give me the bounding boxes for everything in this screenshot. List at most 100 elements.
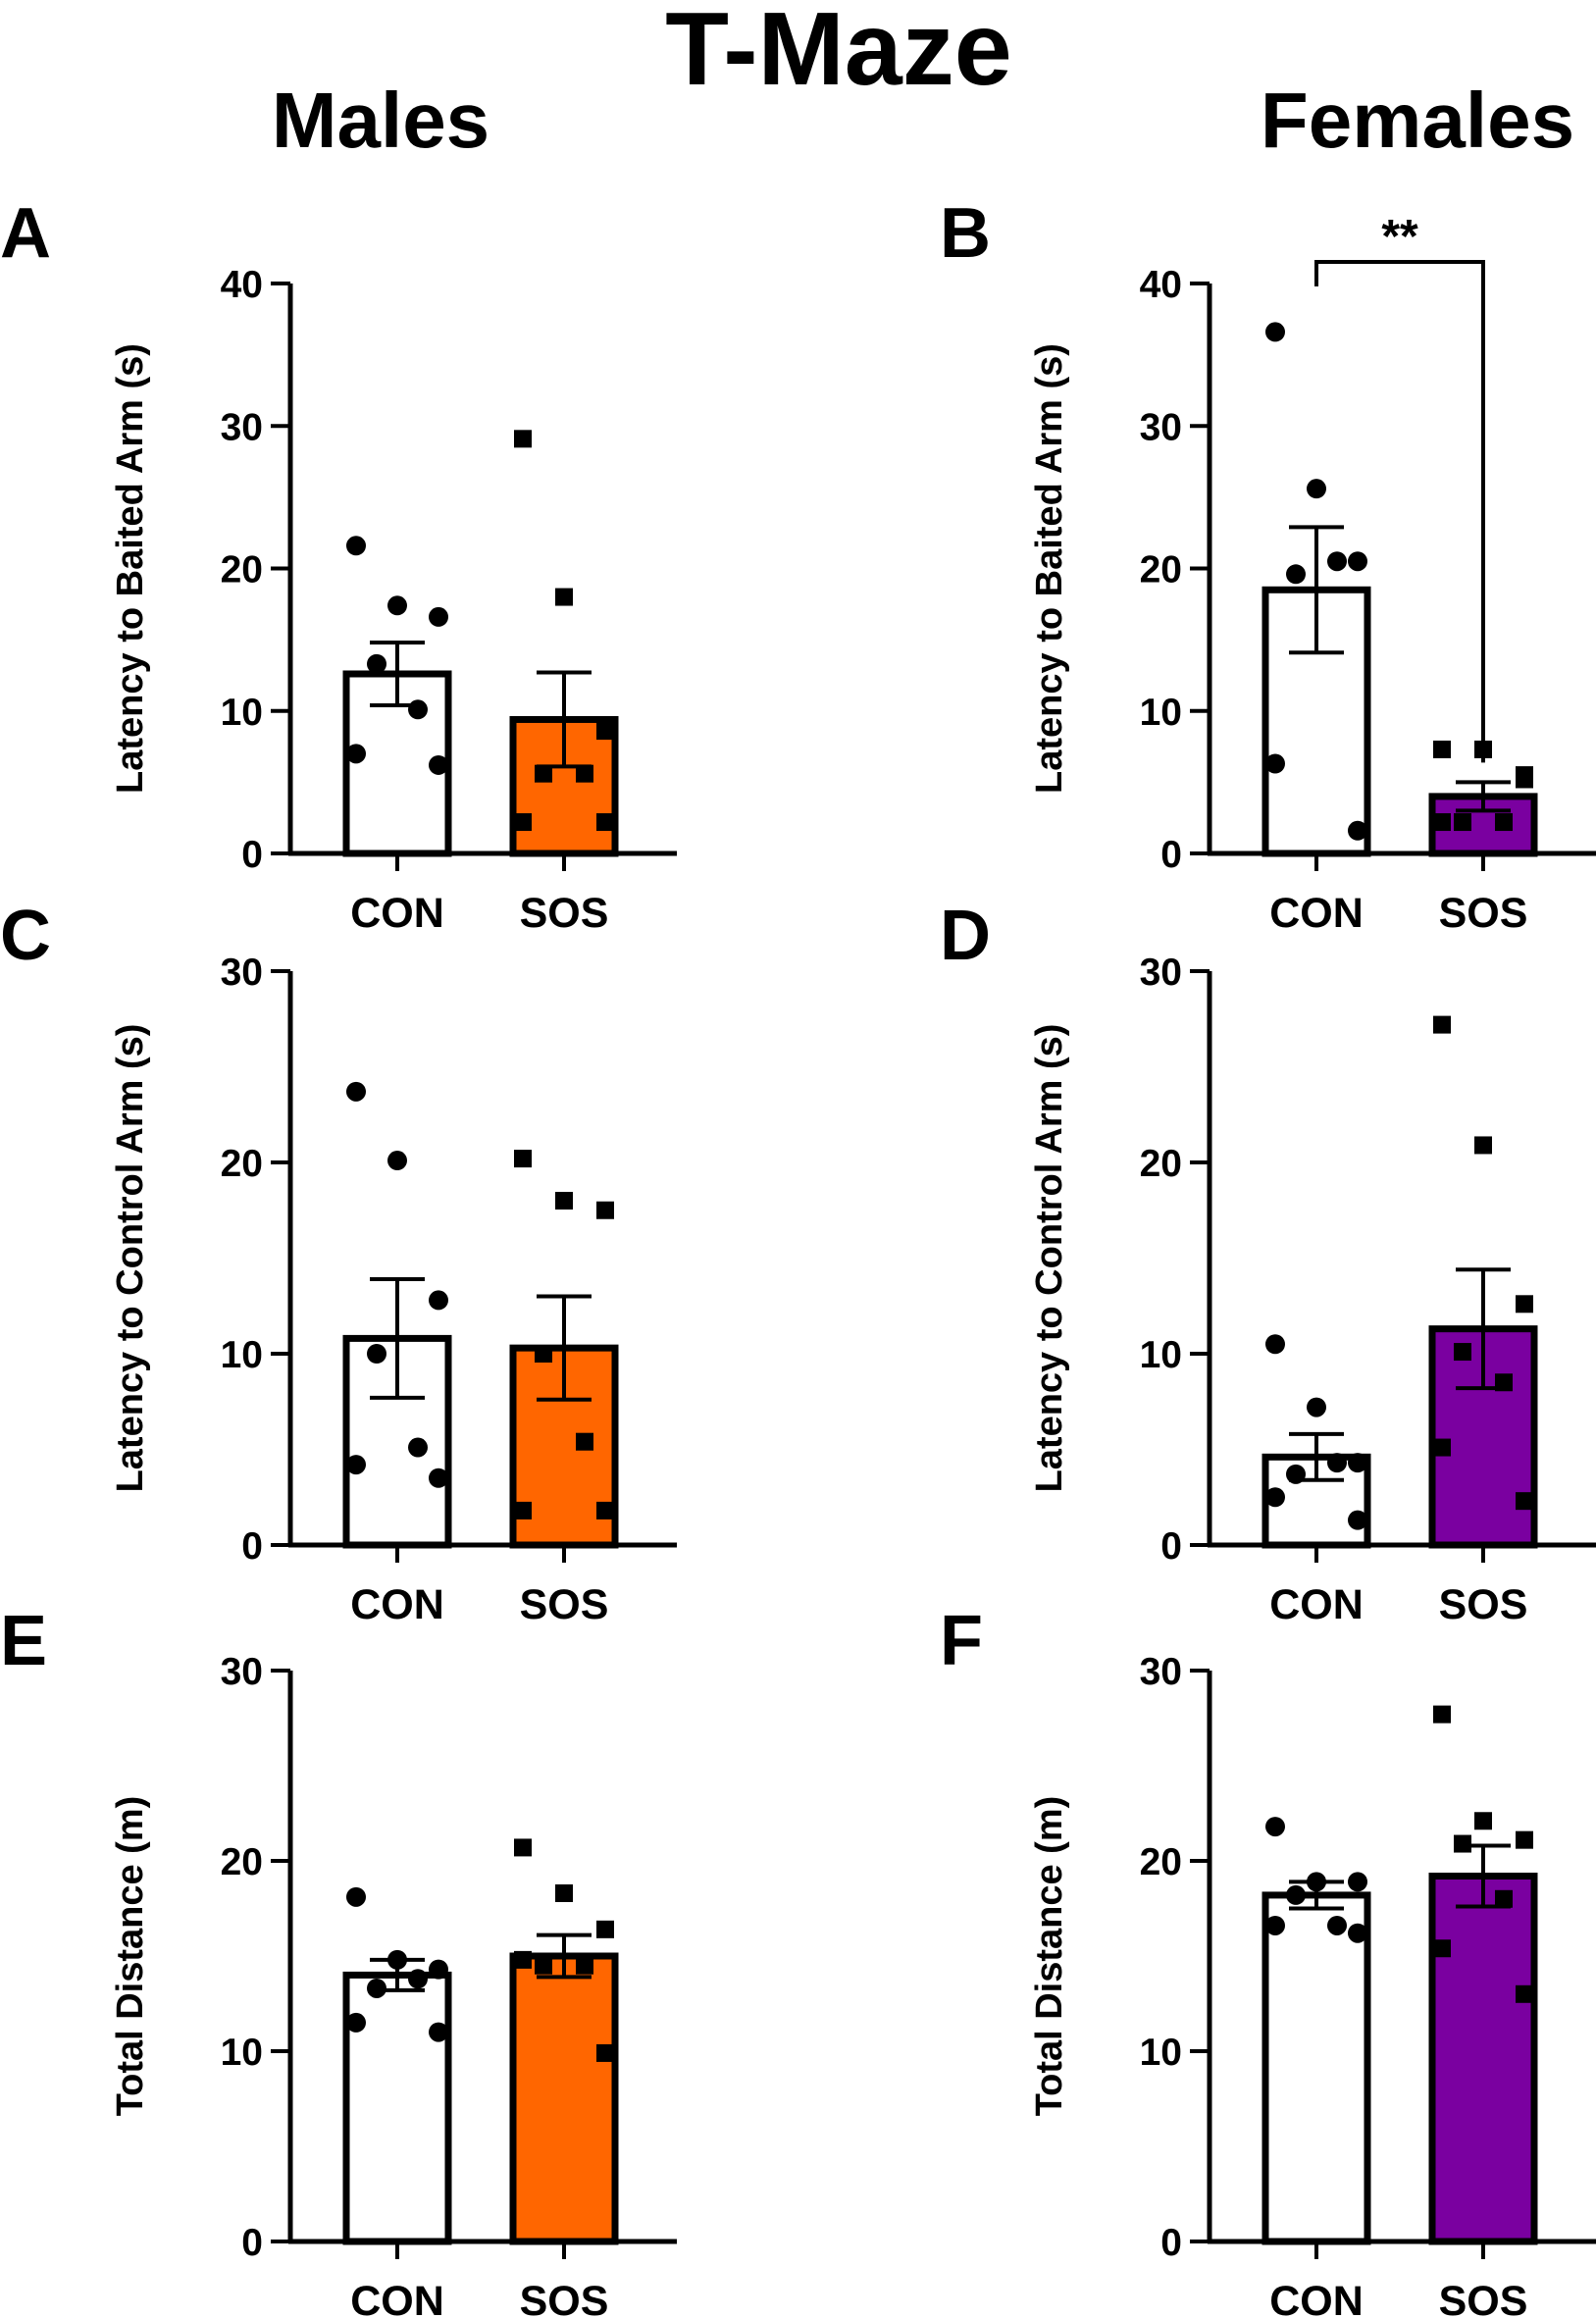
- data-point: [387, 1151, 407, 1171]
- data-point: [1348, 820, 1367, 841]
- x-tick-label-sos: SOS: [520, 890, 609, 937]
- data-point: [1516, 766, 1533, 785]
- panel-c: C Latency to Control Arm (s) 0 10 20 30 CON SOS: [0, 897, 677, 1628]
- data-point: [1348, 1453, 1367, 1473]
- data-point: [1348, 1872, 1367, 1892]
- y-tick-label: 30: [221, 952, 263, 994]
- y-axis-label: Total Distance (m): [1029, 1796, 1070, 2117]
- data-point: [1286, 1884, 1306, 1905]
- x-tick-label-con: CON: [1269, 2278, 1364, 2318]
- data-point: [346, 744, 366, 764]
- y-tick-label: 20: [221, 549, 263, 592]
- data-point: [1516, 1984, 1533, 2003]
- data-point: [1516, 1492, 1533, 1511]
- data-point: [576, 1956, 593, 1975]
- data-point: [1495, 813, 1513, 832]
- data-point: [1454, 813, 1471, 832]
- panel-letter: D: [940, 897, 991, 975]
- data-point: [429, 1290, 448, 1311]
- data-point: [367, 653, 386, 674]
- data-point: [514, 430, 532, 448]
- data-point: [1265, 1334, 1285, 1355]
- data-point: [408, 1969, 428, 1989]
- y-tick-label: 0: [241, 834, 263, 876]
- data-point: [1348, 1923, 1367, 1943]
- data-point: [596, 722, 614, 741]
- panel-d: D Latency to Control Arm (s) 0 10 20 30 CON SOS: [940, 897, 1596, 1628]
- data-point: [514, 1838, 532, 1857]
- y-tick-label: 0: [1160, 2222, 1182, 2264]
- y-tick-label: 0: [241, 2222, 263, 2264]
- data-point: [555, 588, 573, 606]
- column-title-females: Females: [1261, 77, 1574, 164]
- figure-title: T-Maze: [665, 0, 1011, 107]
- data-point: [1454, 1343, 1471, 1362]
- y-axis-label: Latency to Control Arm (s): [1029, 1024, 1070, 1493]
- y-axis-label: Latency to Baited Arm (s): [1029, 343, 1070, 794]
- y-tick-label: 20: [1140, 1841, 1182, 1883]
- y-tick-label: 0: [1160, 834, 1182, 876]
- data-point: [535, 1345, 552, 1363]
- data-point: [1516, 1830, 1533, 1849]
- x-tick-label-sos: SOS: [520, 2278, 609, 2318]
- panel-letter: B: [940, 194, 991, 273]
- data-point: [429, 1468, 448, 1488]
- y-tick-label: 20: [221, 1841, 263, 1883]
- x-tick-label-con: CON: [350, 890, 444, 937]
- data-point: [429, 754, 448, 775]
- data-point: [1474, 1136, 1492, 1155]
- y-tick-label: 40: [1140, 264, 1182, 306]
- y-tick-label: 20: [1140, 549, 1182, 592]
- data-point: [408, 699, 428, 720]
- data-point: [1433, 1705, 1451, 1724]
- data-point: [346, 1886, 366, 1907]
- data-point: [1265, 753, 1285, 774]
- y-tick-label: 10: [221, 2032, 263, 2074]
- data-point: [576, 764, 593, 783]
- data-point: [429, 606, 448, 627]
- data-point: [1265, 1487, 1285, 1508]
- y-tick-label: 30: [221, 406, 263, 448]
- y-tick-label: 10: [221, 692, 263, 734]
- bar-con: [1261, 1891, 1371, 2245]
- data-point: [429, 1959, 448, 1980]
- data-point: [1495, 1889, 1513, 1908]
- y-tick-label: 30: [1140, 952, 1182, 994]
- data-point: [1307, 1397, 1326, 1417]
- data-point: [596, 1201, 614, 1219]
- data-point: [514, 1150, 532, 1168]
- data-point: [555, 1883, 573, 1902]
- y-axis-label: Latency to Control Arm (s): [110, 1024, 151, 1493]
- data-point: [346, 1455, 366, 1475]
- panel-letter: C: [0, 897, 51, 975]
- column-title-males: Males: [272, 77, 489, 164]
- data-point: [1433, 1939, 1451, 1958]
- x-tick-label-sos: SOS: [1439, 2278, 1528, 2318]
- data-point: [1327, 1915, 1347, 1935]
- significance-bracket: [1314, 260, 1485, 763]
- y-tick-label: 10: [1140, 692, 1182, 734]
- data-point: [535, 1956, 552, 1975]
- data-point: [576, 1432, 593, 1451]
- panel-e: E Total Distance (m) 0 10 20 30 CON SOS: [0, 1602, 677, 2318]
- data-point: [1265, 1915, 1285, 1935]
- x-tick-label-sos: SOS: [1439, 1581, 1528, 1628]
- bar-sos: [1428, 1873, 1538, 2245]
- y-tick-label: 10: [1140, 1334, 1182, 1376]
- data-point: [1348, 551, 1367, 572]
- panel-a: A Latency to Baited Arm (s) 0 10 20 30 40 CON SO…: [0, 194, 677, 937]
- data-point: [346, 2012, 366, 2033]
- data-point: [367, 1344, 386, 1364]
- data-point: [555, 1192, 573, 1210]
- data-point: [1433, 813, 1451, 832]
- data-point: [1516, 1295, 1533, 1314]
- data-point: [596, 1920, 614, 1938]
- y-axis-label: Latency to Baited Arm (s): [110, 343, 151, 794]
- y-tick-label: 40: [221, 264, 263, 306]
- y-tick-label: 0: [1160, 1525, 1182, 1568]
- y-tick-label: 20: [1140, 1143, 1182, 1185]
- y-axis-label: Total Distance (m): [110, 1796, 151, 2117]
- x-tick-label-con: CON: [1269, 1581, 1364, 1628]
- data-point: [596, 2043, 614, 2062]
- data-point: [1433, 1015, 1451, 1034]
